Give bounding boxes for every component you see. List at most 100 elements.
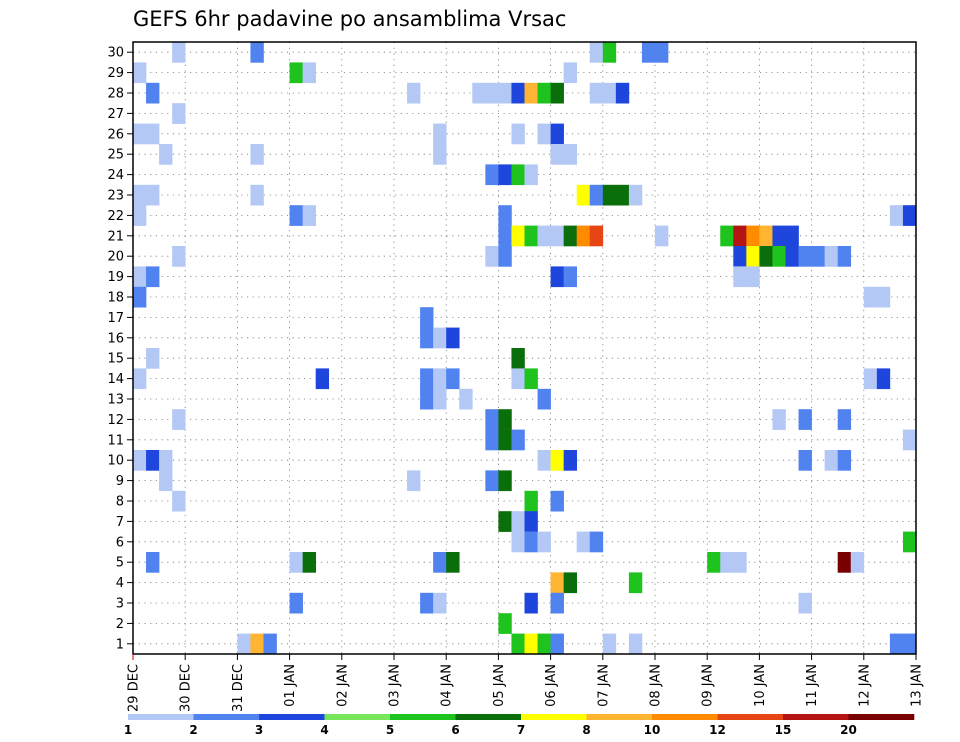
heatmap-cell	[537, 225, 551, 247]
heatmap-cell	[498, 409, 512, 430]
heatmap-cell	[746, 246, 760, 267]
heatmap-cell	[485, 429, 499, 451]
heatmap-cell	[524, 164, 538, 186]
y-tick-label: 8	[116, 495, 124, 510]
y-tick-label: 11	[107, 433, 124, 448]
heatmap-cell	[133, 62, 147, 84]
heatmap-cell	[498, 205, 512, 226]
heatmap-cell	[524, 592, 538, 614]
heatmap-cell	[146, 123, 160, 145]
heatmap-cell	[733, 246, 747, 267]
heatmap-cell	[550, 450, 564, 471]
heatmap-cell	[602, 42, 617, 63]
heatmap-cell	[146, 552, 160, 573]
heatmap-cell	[550, 490, 564, 512]
heatmap-cell	[172, 490, 186, 512]
heatmap-cell	[524, 511, 538, 532]
chart-title: GEFS 6hr padavine po ansamblima Vrsac	[133, 7, 566, 31]
y-tick-label: 17	[107, 311, 124, 326]
y-tick-label: 3	[116, 597, 124, 612]
y-tick-label: 9	[116, 474, 124, 489]
heatmap-cell	[746, 266, 760, 288]
heatmap-cell	[550, 592, 564, 614]
colorbar-label: 15	[775, 723, 792, 737]
heatmap-cell	[511, 225, 525, 247]
colorbar-swatch	[193, 714, 260, 720]
colorbar-label: 5	[386, 723, 394, 737]
heatmap-cell	[563, 225, 577, 247]
heatmap-cell	[524, 633, 538, 655]
heatmap-cell	[250, 184, 264, 206]
heatmap-cell	[420, 327, 434, 349]
heatmap-cell	[576, 531, 591, 553]
heatmap-cell	[628, 184, 643, 206]
heatmap-cell	[133, 205, 147, 226]
heatmap-cell	[550, 572, 564, 594]
heatmap-cell	[576, 225, 591, 247]
heatmap-cell	[133, 450, 147, 471]
heatmap-cell	[563, 266, 577, 288]
heatmap-cell	[733, 266, 747, 288]
heatmap-cell	[498, 82, 512, 104]
heatmap-cell	[446, 368, 460, 390]
x-tick-label: 10 JAN	[753, 664, 768, 707]
heatmap-cell	[302, 552, 316, 573]
heatmap-cell	[159, 144, 173, 165]
heatmap-cell	[433, 123, 447, 145]
y-tick-label: 14	[107, 372, 124, 387]
heatmap-cell	[511, 164, 525, 186]
heatmap-cell	[498, 511, 512, 532]
colorbar-swatch	[128, 714, 194, 720]
x-tick-label: 12 JAN	[857, 664, 872, 707]
heatmap-cell	[511, 348, 525, 369]
heatmap-cell	[824, 246, 838, 267]
heatmap-cell	[746, 225, 760, 247]
heatmap-cell	[511, 368, 525, 390]
heatmap-cell	[902, 205, 917, 226]
heatmap-cell	[863, 286, 878, 308]
heatmap-cell	[472, 82, 486, 104]
y-tick-label: 19	[107, 270, 124, 285]
heatmap-cell	[302, 205, 316, 226]
heatmap-cell	[524, 225, 538, 247]
colorbar-label: 7	[517, 723, 525, 737]
heatmap-cell	[485, 164, 499, 186]
colorbar-swatch	[324, 714, 391, 720]
heatmap-cell	[485, 246, 499, 267]
heatmap-cell	[850, 552, 865, 573]
heatmap-cell	[537, 531, 551, 553]
heatmap-cell	[433, 144, 447, 165]
heatmap-cell	[250, 42, 264, 63]
heatmap-cell	[172, 409, 186, 430]
y-tick-label: 26	[107, 127, 124, 142]
heatmap-cell	[628, 633, 643, 655]
colorbar-swatch	[652, 714, 718, 720]
heatmap-cell	[133, 286, 147, 308]
heatmap-cell	[315, 368, 330, 390]
heatmap-cell	[263, 633, 277, 655]
heatmap-cell	[811, 246, 825, 267]
heatmap-cell	[720, 225, 734, 247]
heatmap-cell	[433, 327, 447, 349]
heatmap-cell	[159, 470, 173, 492]
y-tick-label: 23	[107, 189, 124, 204]
y-tick-label: 6	[116, 535, 124, 550]
heatmap-cell	[628, 572, 643, 594]
heatmap-cell	[589, 42, 604, 63]
plot-frame	[132, 41, 917, 655]
x-tick-label: 30 DEC	[179, 664, 194, 712]
heatmap-cell	[707, 552, 721, 573]
heatmap-cell	[420, 592, 434, 614]
heatmap-cell	[720, 552, 734, 573]
heatmap-cell	[433, 368, 447, 390]
y-tick-label: 27	[107, 107, 124, 122]
heatmap-cell	[433, 388, 447, 410]
y-tick-label: 12	[107, 413, 124, 428]
heatmap-cell	[433, 552, 447, 573]
heatmap-cell	[550, 144, 564, 165]
x-tick-label: 05 JAN	[492, 664, 507, 707]
heatmap-cell	[550, 123, 564, 145]
y-tick-label: 16	[107, 331, 124, 346]
colorbar-label: 6	[451, 723, 459, 737]
colorbar-swatch	[848, 714, 915, 720]
